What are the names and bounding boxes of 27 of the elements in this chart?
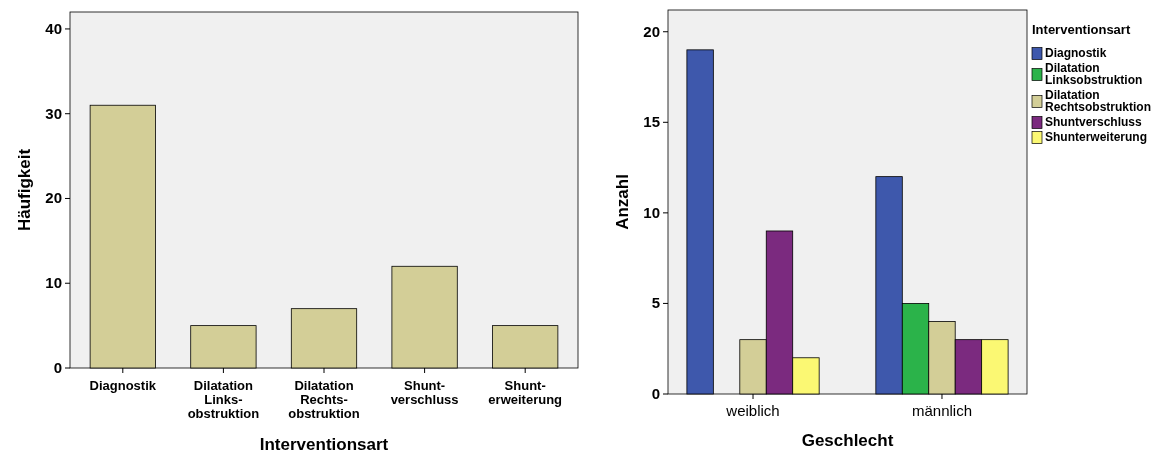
x-axis-title: Interventionsart — [259, 435, 389, 454]
y-tick-label: 30 — [45, 104, 62, 122]
legend-label: Shunterweiterung — [1045, 130, 1148, 144]
y-tick-label: 10 — [45, 274, 62, 292]
x-tick-label: Dilatation Rechts- obstruktion — [288, 378, 360, 421]
y-tick-label: 0 — [53, 359, 62, 376]
y-axis-title: Anzahl — [613, 174, 632, 230]
x-tick-label: Dilatation Links- obstruktion — [187, 378, 260, 421]
y-tick-label: 20 — [643, 22, 660, 40]
y-tick-label: 5 — [651, 294, 660, 312]
legend-title: Interventionsart — [1032, 22, 1131, 37]
x-tick-label: Shunt- erweiterung — [488, 378, 563, 407]
y-tick-label: 10 — [643, 203, 660, 221]
x-tick-label: weiblich — [725, 402, 780, 419]
x-tick-label: männlich — [911, 402, 972, 419]
x-axis-title: Geschlecht — [801, 431, 894, 450]
y-tick-label: 40 — [45, 19, 62, 37]
legend-label: Diagnostik — [1045, 46, 1107, 60]
legend-label: Dilatation Rechtsobstruktion — [1045, 88, 1152, 114]
y-tick-label: 20 — [45, 189, 62, 207]
y-tick-label: 15 — [643, 113, 660, 131]
legend-label: Shuntverschluss — [1045, 115, 1143, 129]
x-tick-label: Diagnostik — [89, 378, 157, 393]
x-tick-label: Shunt- verschluss — [390, 378, 459, 407]
legend-label: Dilatation Linksobstruktion — [1045, 61, 1143, 87]
y-tick-label: 0 — [651, 385, 660, 402]
y-axis-title: Häufigkeit — [15, 148, 34, 232]
